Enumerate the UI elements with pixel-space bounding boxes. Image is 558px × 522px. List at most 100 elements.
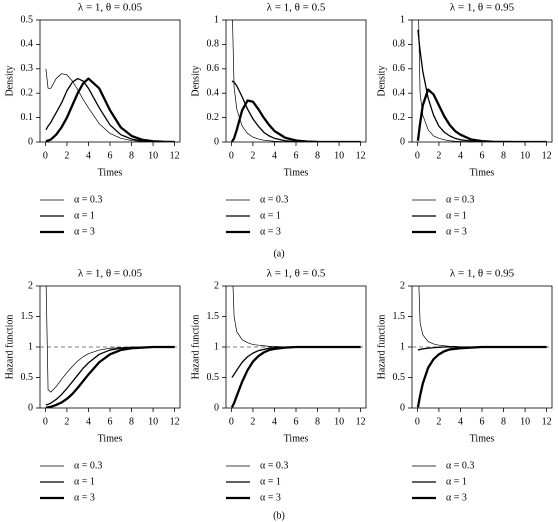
x-axis-label: Times [284, 167, 309, 178]
series-line [418, 20, 547, 142]
x-tick-label: 2 [64, 416, 69, 427]
series-line [45, 286, 175, 393]
x-tick-label: 8 [129, 416, 134, 427]
y-tick-label: 1 [214, 14, 219, 25]
series-line [417, 29, 547, 142]
y-tick-label: 0.3 [21, 63, 34, 74]
y-tick-label: 0 [214, 402, 219, 413]
x-tick-label: 4 [272, 416, 277, 427]
panel-label: (b) [273, 510, 285, 521]
y-axis-label: Hazard function [4, 315, 15, 380]
legend-label: α = 0.3 [74, 460, 102, 471]
y-tick-label: 0.1 [21, 112, 34, 123]
series-line [45, 346, 175, 406]
series-line [45, 345, 175, 408]
legend-label: α = 3 [74, 226, 95, 237]
y-tick-label: 0.5 [21, 14, 34, 25]
y-axis-label: Density [376, 65, 387, 96]
x-axis-label: Times [98, 433, 123, 444]
x-tick-label: 2 [64, 150, 69, 161]
x-tick-label: 2 [250, 416, 255, 427]
series-line [416, 88, 547, 142]
plot-frame [411, 19, 553, 143]
y-tick-label: 0 [400, 402, 405, 413]
x-tick-label: 10 [520, 416, 530, 427]
plot-frame [39, 19, 181, 143]
x-tick-label: 10 [334, 150, 344, 161]
y-tick-label: 1 [28, 341, 33, 352]
y-tick-label: 0.4 [21, 39, 34, 50]
legend-label: α = 0.3 [446, 460, 474, 471]
legend-label: α = 1 [74, 476, 95, 487]
x-tick-label: 4 [458, 416, 463, 427]
x-tick-label: 8 [501, 416, 506, 427]
x-tick-label: 0 [415, 150, 420, 161]
x-tick-label: 0 [229, 150, 234, 161]
y-tick-label: 1 [214, 341, 219, 352]
y-tick-label: 0.2 [393, 112, 406, 123]
x-tick-label: 6 [108, 150, 113, 161]
y-tick-label: 0.6 [207, 63, 220, 74]
y-tick-label: 0.8 [393, 39, 406, 50]
y-tick-label: 2 [214, 280, 219, 291]
y-tick-label: 0.2 [207, 112, 220, 123]
x-tick-label: 6 [294, 416, 299, 427]
x-tick-label: 6 [108, 416, 113, 427]
legend-label: α = 3 [260, 226, 281, 237]
x-tick-label: 2 [436, 150, 441, 161]
y-tick-label: 0 [400, 136, 405, 147]
y-tick-label: 0.4 [393, 87, 406, 98]
x-axis-label: Times [98, 167, 123, 178]
x-tick-label: 4 [86, 416, 91, 427]
x-axis-label: Times [470, 433, 495, 444]
y-tick-label: 0 [214, 136, 219, 147]
y-tick-label: 0.5 [21, 372, 34, 383]
legend-label: α = 1 [260, 210, 281, 221]
y-tick-label: 0.8 [207, 39, 220, 50]
series-line [45, 68, 175, 142]
x-tick-label: 8 [315, 416, 320, 427]
legend-label: α = 3 [446, 226, 467, 237]
y-tick-label: 0.5 [393, 372, 406, 383]
legend-label: α = 3 [260, 492, 281, 503]
x-axis-label: Times [284, 433, 309, 444]
y-axis-label: Hazard function [190, 315, 201, 380]
panel-label: (a) [273, 248, 284, 259]
x-axis-label: Times [470, 167, 495, 178]
chart-title: λ = 1, θ = 0.05 [78, 2, 143, 14]
legend-label: α = 1 [446, 210, 467, 221]
x-tick-label: 8 [129, 150, 134, 161]
x-tick-label: 10 [148, 416, 158, 427]
y-tick-label: 0 [28, 402, 33, 413]
series-line [231, 80, 361, 142]
y-tick-label: 0.2 [21, 87, 34, 98]
x-tick-label: 10 [520, 150, 530, 161]
x-tick-label: 8 [315, 150, 320, 161]
y-axis-label: Density [4, 65, 15, 96]
y-tick-label: 2 [400, 280, 405, 291]
series-line [230, 99, 361, 142]
x-tick-label: 12 [356, 150, 366, 161]
y-axis-label: Hazard function [376, 315, 387, 380]
series-line [232, 20, 361, 142]
x-tick-label: 4 [272, 150, 277, 161]
chart-title: λ = 1, θ = 0.5 [267, 2, 326, 14]
x-tick-label: 6 [294, 150, 299, 161]
y-tick-label: 0 [28, 136, 33, 147]
x-tick-label: 0 [43, 416, 48, 427]
y-tick-label: 0.6 [393, 63, 406, 74]
y-tick-label: 1 [400, 341, 405, 352]
legend-label: α = 3 [74, 492, 95, 503]
x-tick-label: 4 [458, 150, 463, 161]
y-tick-label: 1 [400, 14, 405, 25]
x-tick-label: 0 [229, 416, 234, 427]
legend-label: α = 0.3 [260, 460, 288, 471]
x-tick-label: 8 [501, 150, 506, 161]
x-tick-label: 12 [170, 150, 180, 161]
y-tick-label: 2 [28, 280, 33, 291]
x-tick-label: 12 [542, 416, 552, 427]
plot-frame [225, 19, 367, 143]
x-tick-label: 10 [334, 416, 344, 427]
y-tick-label: 0.4 [207, 87, 220, 98]
